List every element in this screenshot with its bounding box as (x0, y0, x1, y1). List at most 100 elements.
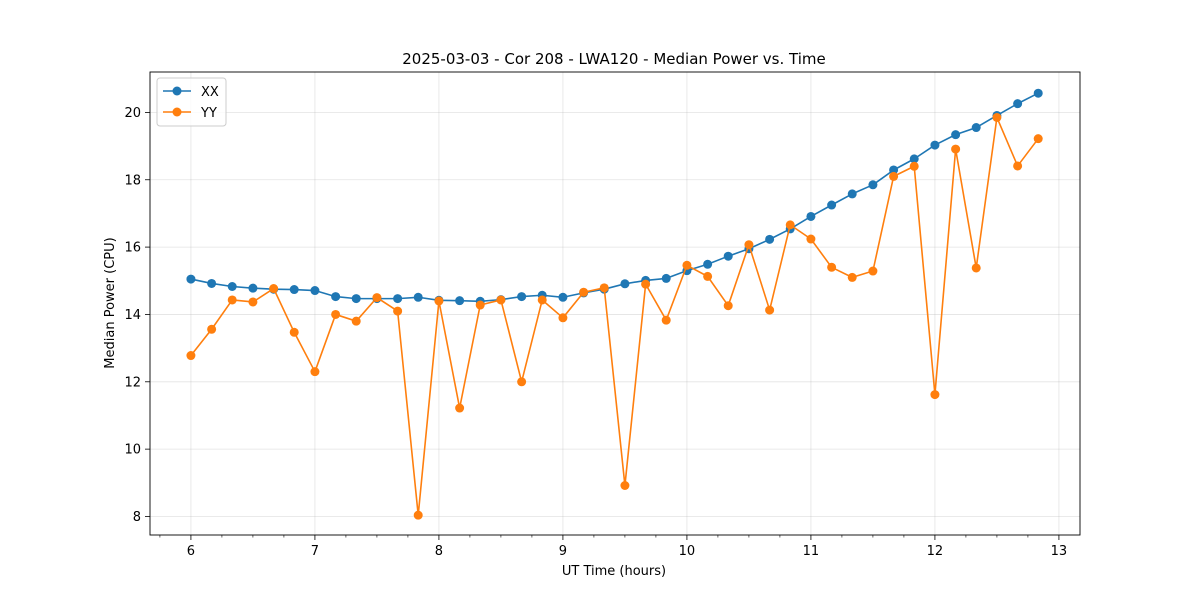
data-point-xx (1033, 88, 1043, 98)
y-tick-label: 8 (133, 510, 141, 525)
data-point-yy (248, 297, 258, 307)
data-point-xx (310, 286, 320, 296)
data-point-yy (703, 271, 713, 281)
data-point-yy (889, 171, 899, 181)
series-layer (186, 88, 1043, 520)
y-tick-label: 10 (124, 443, 141, 458)
legend: XX YY (156, 77, 227, 127)
data-point-xx (703, 259, 713, 269)
data-point-yy (971, 263, 981, 273)
data-point-yy (289, 327, 299, 337)
data-point-xx (455, 296, 465, 306)
data-point-yy (682, 260, 692, 270)
data-point-xx (248, 283, 258, 293)
data-point-xx (661, 273, 671, 283)
data-point-yy (868, 266, 878, 276)
data-point-xx (1013, 99, 1023, 109)
data-point-yy (930, 390, 940, 400)
data-point-yy (413, 510, 423, 520)
data-point-xx (289, 285, 299, 295)
data-point-yy (372, 293, 382, 303)
legend-marker-yy (172, 107, 182, 117)
x-tick-label: 12 (927, 544, 944, 559)
data-point-yy (744, 240, 754, 250)
data-point-yy (351, 316, 361, 326)
data-point-xx (806, 211, 816, 221)
y-tick-label: 20 (124, 106, 141, 121)
data-point-yy (661, 315, 671, 325)
data-point-xx (889, 165, 899, 175)
data-point-yy (579, 287, 589, 297)
data-point-yy (207, 324, 217, 334)
data-point-yy (641, 279, 651, 289)
legend-label-xx: XX (201, 85, 219, 100)
data-point-yy (765, 305, 775, 315)
data-point-xx (413, 292, 423, 302)
data-point-yy (992, 112, 1002, 122)
data-point-xx (517, 292, 527, 302)
data-point-yy (434, 296, 444, 306)
y-tick-label: 16 (124, 241, 141, 256)
data-point-xx (620, 279, 630, 289)
grid-layer (150, 72, 1080, 535)
y-tick-label: 12 (124, 375, 141, 390)
data-point-xx (227, 281, 237, 291)
axes-layer: 6 7 8 9 10 11 12 13 8 10 12 14 16 18 20 (124, 106, 1067, 559)
data-point-xx (827, 200, 837, 210)
data-point-yy (558, 313, 568, 323)
data-point-yy (455, 403, 465, 413)
y-axis-label: Median Power (CPU) (103, 237, 118, 368)
data-point-xx (723, 251, 733, 261)
data-point-yy (227, 295, 237, 305)
data-point-xx (951, 130, 961, 140)
plot-frame (149, 71, 1081, 536)
data-point-yy (827, 262, 837, 272)
series-line-xx (190, 92, 1039, 303)
x-tick-label: 7 (311, 544, 319, 559)
data-point-yy (537, 295, 547, 305)
x-tick-label: 8 (435, 544, 443, 559)
data-point-yy (785, 220, 795, 230)
data-point-xx (331, 292, 341, 302)
data-point-yy (517, 377, 527, 387)
x-tick-label: 9 (559, 544, 567, 559)
chart-title: 2025-03-03 - Cor 208 - LWA120 - Median P… (402, 50, 826, 68)
legend-label-yy: YY (200, 106, 217, 121)
data-point-yy (847, 272, 857, 282)
data-point-yy (909, 161, 919, 171)
data-point-yy (310, 367, 320, 377)
data-point-yy (269, 284, 279, 294)
x-axis-label: UT Time (hours) (562, 564, 666, 579)
plot-border (149, 71, 1081, 536)
series-line-yy (190, 116, 1039, 516)
y-tick-label: 14 (124, 308, 141, 323)
data-point-yy (1013, 161, 1023, 171)
data-point-yy (331, 309, 341, 319)
data-point-yy (951, 144, 961, 154)
data-point-yy (806, 234, 816, 244)
data-point-yy (723, 301, 733, 311)
data-point-yy (186, 351, 196, 361)
y-tick-label: 18 (124, 173, 141, 188)
data-point-yy (475, 300, 485, 310)
data-point-xx (393, 294, 403, 304)
data-point-xx (971, 123, 981, 133)
x-tick-label: 10 (679, 544, 696, 559)
legend-marker-xx (172, 86, 182, 96)
data-point-yy (496, 295, 506, 305)
data-point-xx (847, 189, 857, 199)
x-tick-label: 13 (1051, 544, 1068, 559)
data-point-yy (393, 306, 403, 316)
data-point-xx (909, 154, 919, 164)
x-tick-label: 6 (187, 544, 195, 559)
data-point-xx (868, 180, 878, 190)
data-point-xx (186, 274, 196, 284)
data-point-xx (930, 140, 940, 150)
data-point-xx (207, 278, 217, 288)
data-point-xx (558, 292, 568, 302)
x-tick-label: 11 (803, 544, 820, 559)
data-point-yy (1033, 134, 1043, 144)
data-point-xx (351, 294, 361, 304)
